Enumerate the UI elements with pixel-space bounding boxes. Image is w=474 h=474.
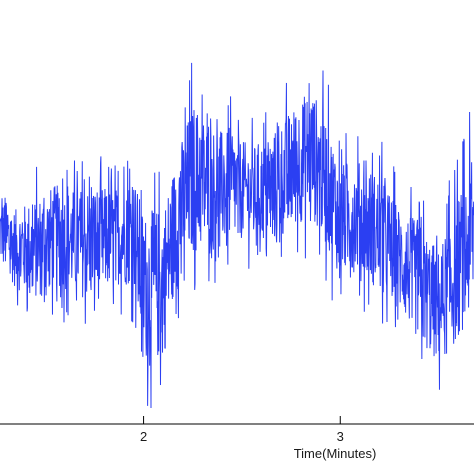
x-axis-label: Time(Minutes) bbox=[294, 446, 377, 461]
x-tick-label: 3 bbox=[337, 429, 344, 444]
plot-area bbox=[0, 62, 474, 409]
signal-series-line bbox=[0, 62, 474, 409]
x-tick-label: 2 bbox=[140, 429, 147, 444]
